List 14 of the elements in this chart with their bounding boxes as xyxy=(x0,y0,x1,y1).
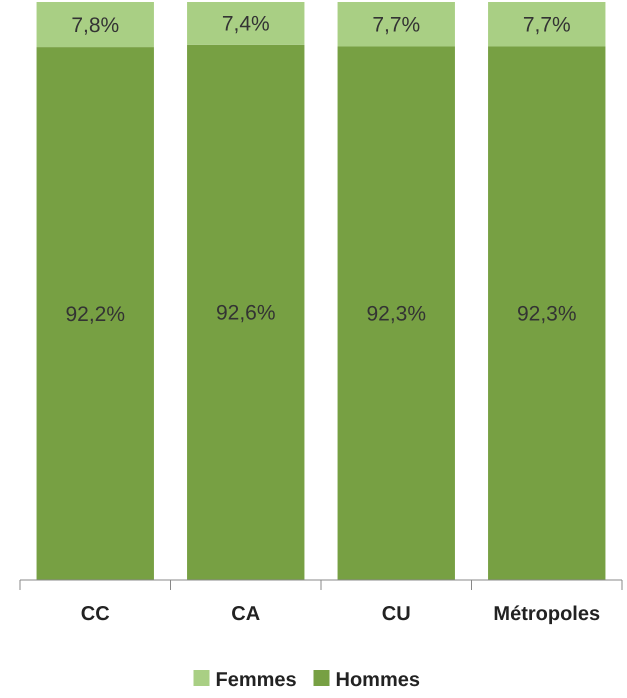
x-tick-label: CA xyxy=(231,603,260,625)
data-label: 7,7% xyxy=(372,14,420,37)
x-tick-label: CU xyxy=(382,603,411,625)
data-label: 92,3% xyxy=(516,302,577,326)
data-label: 92,3% xyxy=(366,302,426,326)
legend-label: Hommes xyxy=(336,669,420,691)
data-label: 7,8% xyxy=(71,14,120,37)
x-tick-label: Métropoles xyxy=(493,603,600,625)
data-label: 7,7% xyxy=(522,14,571,37)
data-label: 92,6% xyxy=(216,302,276,325)
x-tick-label: CC xyxy=(80,603,110,625)
data-label: 7,4% xyxy=(222,12,270,36)
legend-label: Femmes xyxy=(216,669,297,691)
data-label: 92,2% xyxy=(65,302,126,326)
